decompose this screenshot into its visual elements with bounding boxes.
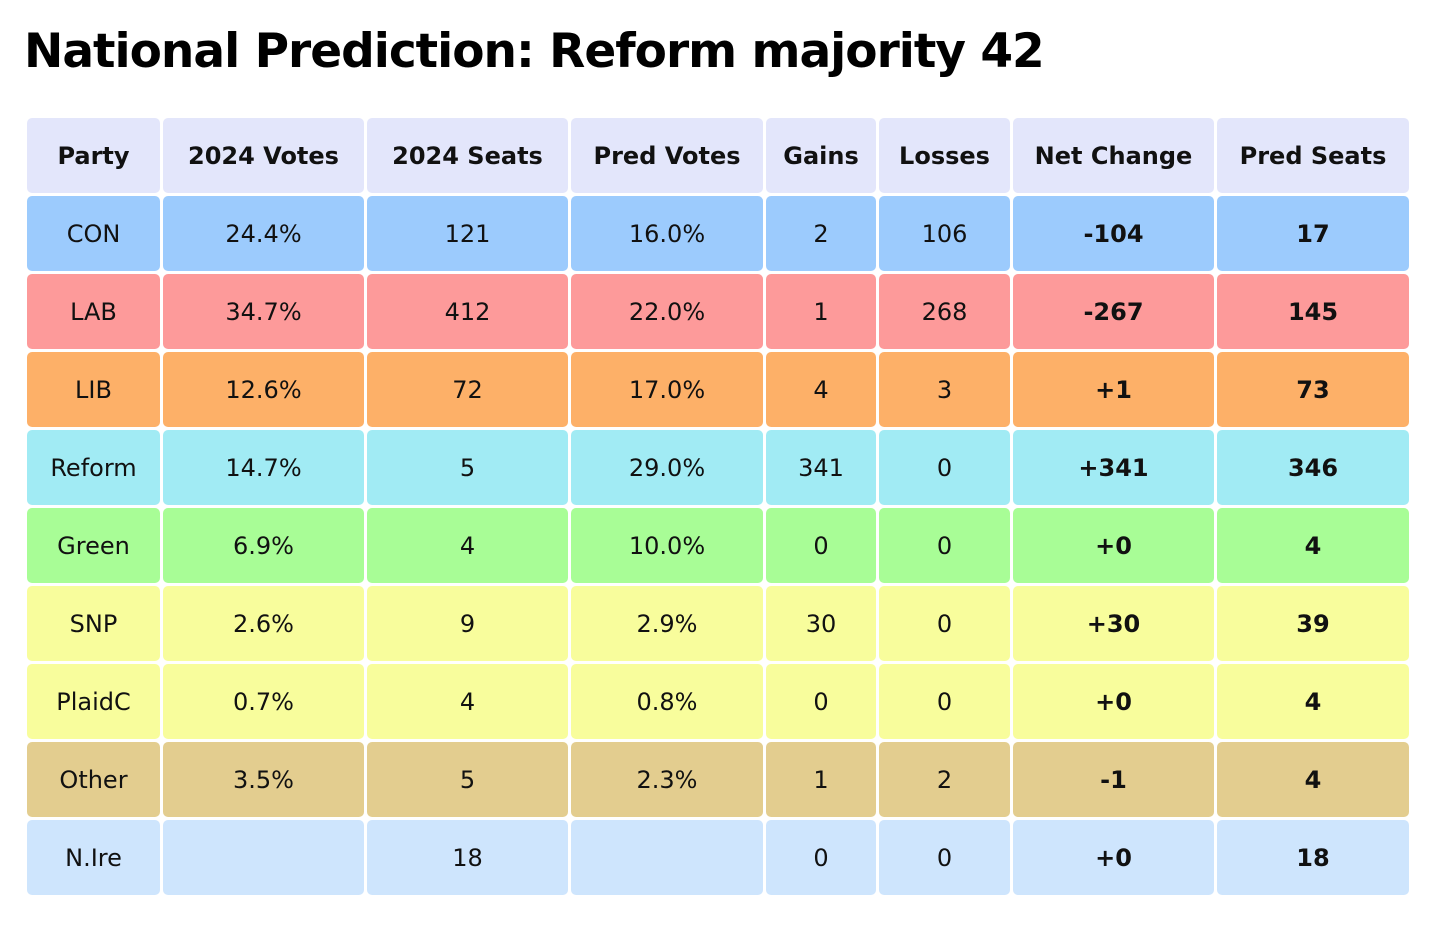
cell-losses: 0	[879, 508, 1010, 583]
cell-votes-2024	[163, 820, 364, 895]
cell-seats-2024: 5	[367, 742, 568, 817]
cell-seats-2024: 72	[367, 352, 568, 427]
cell-net-change: +30	[1013, 586, 1214, 661]
cell-pred-votes: 10.0%	[571, 508, 763, 583]
table-row: LAB 34.7% 412 22.0% 1 268 -267 145	[27, 274, 1409, 349]
cell-gains: 0	[766, 508, 876, 583]
cell-gains: 30	[766, 586, 876, 661]
cell-pred-votes: 17.0%	[571, 352, 763, 427]
cell-votes-2024: 12.6%	[163, 352, 364, 427]
column-header-votes-2024: 2024 Votes	[163, 118, 364, 193]
cell-net-change: +0	[1013, 664, 1214, 739]
cell-votes-2024: 2.6%	[163, 586, 364, 661]
cell-seats-2024: 121	[367, 196, 568, 271]
cell-party: Reform	[27, 430, 160, 505]
cell-pred-seats: 4	[1217, 508, 1409, 583]
cell-seats-2024: 9	[367, 586, 568, 661]
cell-gains: 2	[766, 196, 876, 271]
cell-gains: 4	[766, 352, 876, 427]
cell-party: N.Ire	[27, 820, 160, 895]
cell-seats-2024: 18	[367, 820, 568, 895]
cell-party: SNP	[27, 586, 160, 661]
cell-party: Green	[27, 508, 160, 583]
cell-pred-votes: 16.0%	[571, 196, 763, 271]
cell-party: CON	[27, 196, 160, 271]
column-header-gains: Gains	[766, 118, 876, 193]
table-row: SNP 2.6% 9 2.9% 30 0 +30 39	[27, 586, 1409, 661]
cell-losses: 268	[879, 274, 1010, 349]
cell-net-change: +1	[1013, 352, 1214, 427]
cell-pred-seats: 346	[1217, 430, 1409, 505]
cell-losses: 106	[879, 196, 1010, 271]
cell-pred-votes: 0.8%	[571, 664, 763, 739]
cell-pred-votes: 2.3%	[571, 742, 763, 817]
cell-gains: 0	[766, 664, 876, 739]
table-row: PlaidC 0.7% 4 0.8% 0 0 +0 4	[27, 664, 1409, 739]
cell-votes-2024: 3.5%	[163, 742, 364, 817]
cell-votes-2024: 0.7%	[163, 664, 364, 739]
cell-losses: 3	[879, 352, 1010, 427]
cell-seats-2024: 4	[367, 508, 568, 583]
column-header-party: Party	[27, 118, 160, 193]
cell-votes-2024: 14.7%	[163, 430, 364, 505]
cell-losses: 0	[879, 430, 1010, 505]
cell-pred-votes: 2.9%	[571, 586, 763, 661]
cell-party: Other	[27, 742, 160, 817]
cell-pred-seats: 4	[1217, 664, 1409, 739]
cell-gains: 0	[766, 820, 876, 895]
page-title: National Prediction: Reform majority 42	[24, 24, 1045, 79]
cell-pred-votes: 22.0%	[571, 274, 763, 349]
cell-party: LIB	[27, 352, 160, 427]
table-row: Green 6.9% 4 10.0% 0 0 +0 4	[27, 508, 1409, 583]
cell-seats-2024: 4	[367, 664, 568, 739]
cell-pred-seats: 145	[1217, 274, 1409, 349]
cell-pred-seats: 39	[1217, 586, 1409, 661]
cell-losses: 2	[879, 742, 1010, 817]
cell-gains: 341	[766, 430, 876, 505]
cell-party: PlaidC	[27, 664, 160, 739]
cell-party: LAB	[27, 274, 160, 349]
cell-losses: 0	[879, 820, 1010, 895]
table-body: CON 24.4% 121 16.0% 2 106 -104 17 LAB 34.7% 412 22.…	[27, 196, 1409, 895]
cell-losses: 0	[879, 664, 1010, 739]
cell-net-change: -1	[1013, 742, 1214, 817]
table-row: CON 24.4% 121 16.0% 2 106 -104 17	[27, 196, 1409, 271]
cell-gains: 1	[766, 742, 876, 817]
cell-seats-2024: 5	[367, 430, 568, 505]
cell-net-change: -104	[1013, 196, 1214, 271]
header-row: Party 2024 Votes 2024 Seats Pred Votes Gains…	[27, 118, 1409, 193]
column-header-pred-seats: Pred Seats	[1217, 118, 1409, 193]
column-header-seats-2024: 2024 Seats	[367, 118, 568, 193]
table-row: Other 3.5% 5 2.3% 1 2 -1 4	[27, 742, 1409, 817]
table-row: LIB 12.6% 72 17.0% 4 3 +1 73	[27, 352, 1409, 427]
column-header-losses: Losses	[879, 118, 1010, 193]
cell-net-change: -267	[1013, 274, 1214, 349]
cell-pred-seats: 73	[1217, 352, 1409, 427]
cell-net-change: +341	[1013, 430, 1214, 505]
cell-votes-2024: 6.9%	[163, 508, 364, 583]
results-table: Party 2024 Votes 2024 Seats Pred Votes Gains…	[24, 115, 1412, 898]
cell-gains: 1	[766, 274, 876, 349]
column-header-pred-votes: Pred Votes	[571, 118, 763, 193]
cell-pred-votes: 29.0%	[571, 430, 763, 505]
cell-net-change: +0	[1013, 508, 1214, 583]
cell-votes-2024: 24.4%	[163, 196, 364, 271]
cell-pred-votes	[571, 820, 763, 895]
cell-losses: 0	[879, 586, 1010, 661]
cell-pred-seats: 18	[1217, 820, 1409, 895]
table-row: N.Ire 18 0 0 +0 18	[27, 820, 1409, 895]
column-header-net-change: Net Change	[1013, 118, 1214, 193]
cell-pred-seats: 4	[1217, 742, 1409, 817]
cell-votes-2024: 34.7%	[163, 274, 364, 349]
table-row: Reform 14.7% 5 29.0% 341 0 +341 346	[27, 430, 1409, 505]
cell-pred-seats: 17	[1217, 196, 1409, 271]
cell-seats-2024: 412	[367, 274, 568, 349]
cell-net-change: +0	[1013, 820, 1214, 895]
